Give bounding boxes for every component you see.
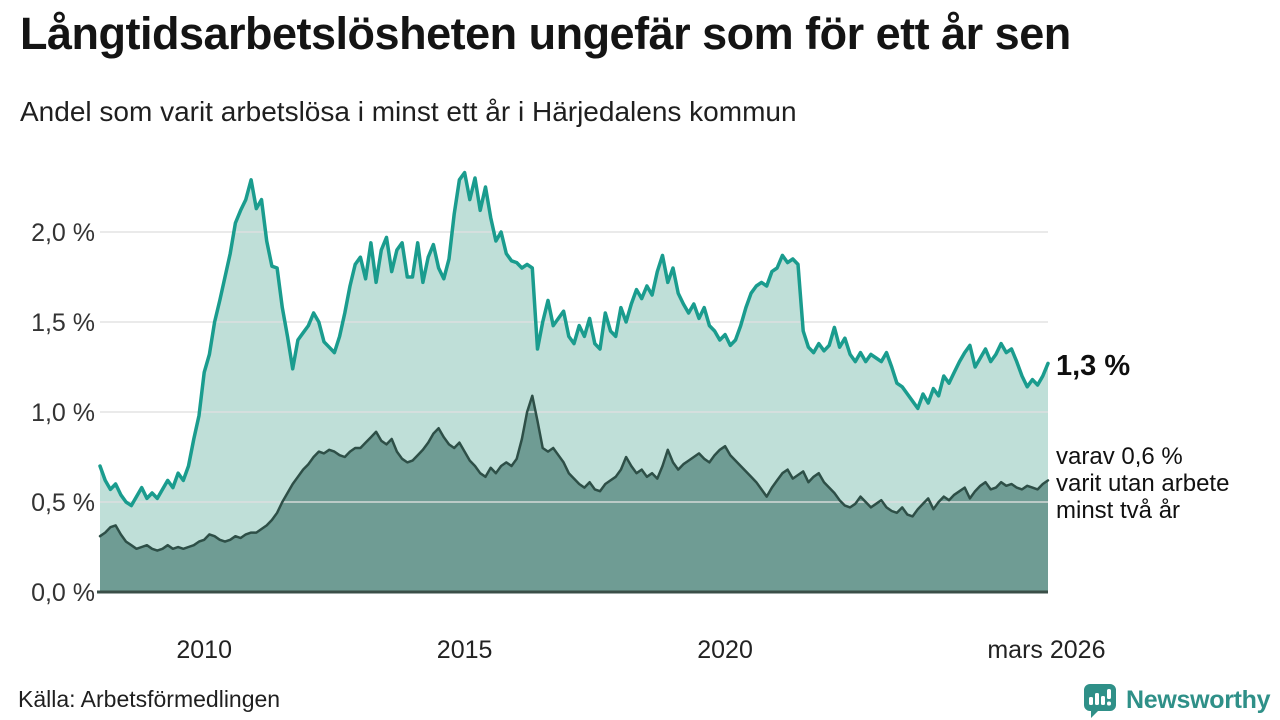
- chart-title: Långtidsarbetslösheten ungefär som för e…: [20, 8, 1071, 59]
- newsworthy-logo: Newsworthy: [1082, 682, 1271, 718]
- y-tick-label: 0,0 %: [31, 579, 95, 607]
- series-area-2: [100, 395, 1048, 592]
- x-tick-label: 2020: [697, 636, 753, 664]
- y-tick-label: 1,0 %: [31, 399, 95, 427]
- y-tick-label: 1,5 %: [31, 309, 95, 337]
- chart-subtitle: Andel som varit arbetslösa i minst ett å…: [20, 96, 797, 127]
- x-tick-label: 2010: [176, 636, 232, 664]
- end-value-label: 1,3 %: [1056, 350, 1131, 382]
- secondary-value-label: varav 0,6 % varit utan arbete minst två …: [1056, 443, 1230, 524]
- series-line-2: [98, 394, 1050, 552]
- newsworthy-icon: [1084, 684, 1116, 718]
- newsworthy-wordmark: Newsworthy: [1126, 685, 1271, 714]
- x-tick-label: mars 2026: [987, 636, 1105, 664]
- x-tick-label: 2015: [437, 636, 493, 664]
- y-tick-label: 0,5 %: [31, 489, 95, 517]
- series-line-1: [98, 170, 1050, 508]
- y-tick-label: 2,0 %: [31, 219, 95, 247]
- source-attribution: Källa: Arbetsförmedlingen: [18, 686, 281, 712]
